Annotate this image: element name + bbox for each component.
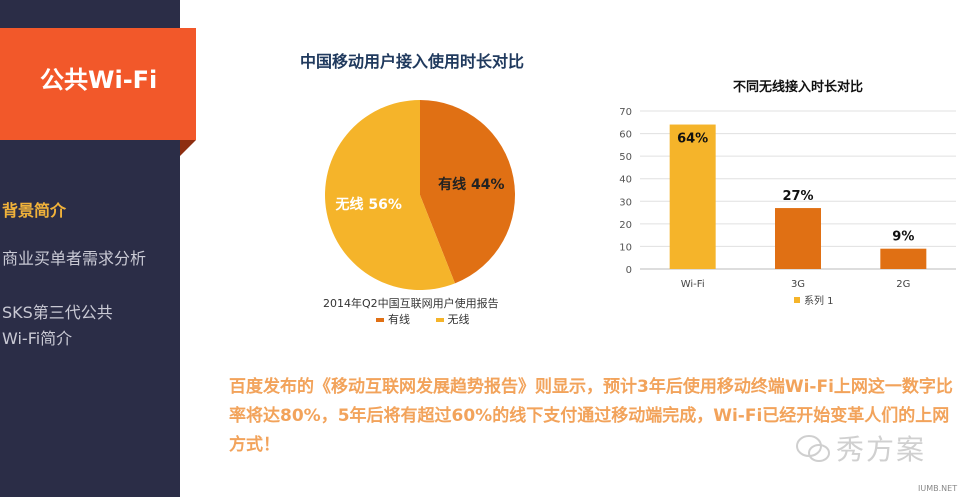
section-tab xyxy=(0,28,196,140)
pie-slice-0 xyxy=(420,100,516,284)
section-tab-fold xyxy=(180,140,196,156)
nav-item-sks-intro-label: SKS第三代公共 Wi-Fi简介 xyxy=(2,300,178,352)
pie-slice-1 xyxy=(325,100,455,290)
nav-item-line: Wi-Fi简介 xyxy=(2,329,73,348)
legend-swatch-wireless xyxy=(435,318,444,322)
legend-item-wireless: 无线 xyxy=(435,311,470,327)
site-mark: IUMB.NET xyxy=(918,484,958,493)
y-tick-label: 20 xyxy=(619,220,632,231)
legend-label-wireless: 无线 xyxy=(447,313,470,326)
nav-item-buyer-analysis[interactable]: 商业买单者需求分析 xyxy=(2,249,147,268)
bar-chart-title: 不同无线接入时长对比 xyxy=(733,80,864,95)
bar-0 xyxy=(669,124,716,270)
pie-data-label-1: 无线 56% xyxy=(334,196,401,213)
legend-swatch-wired xyxy=(376,318,384,322)
bar-chart: 0 10 20 30 40 50 60 70 64% Wi-Fi 27% 3G 9% 2G 系列 1 xyxy=(619,107,956,307)
y-tick-label: 40 xyxy=(619,175,632,186)
body-paragraph: 百度发布的《移动互联网发展趋势报告》则显示，预计3年后使用移动终端Wi-Fi上网… xyxy=(229,377,953,455)
legend-item-wired: 有线 xyxy=(376,311,410,327)
x-tick-label: 2G xyxy=(896,279,910,290)
legend-label-wired: 有线 xyxy=(388,313,410,326)
pie-chart: 有线 44% 无线 56% xyxy=(325,100,516,290)
legend-label-series-1: 系列 1 xyxy=(804,294,834,307)
bar-data-label-0: 64% xyxy=(677,132,708,147)
y-tick-label: 60 xyxy=(619,130,632,141)
pie-chart-legend: 有线 无线 xyxy=(376,311,492,327)
pie-data-label-0: 有线 44% xyxy=(438,176,504,193)
y-tick-label: 70 xyxy=(619,107,632,118)
nav-item-line: SKS第三代公共 xyxy=(2,303,113,322)
nav-item-background[interactable]: 背景简介 xyxy=(2,201,67,220)
x-tick-label: 3G xyxy=(791,279,805,290)
watermark: 秀方案 xyxy=(836,433,927,466)
bar-data-label-1: 27% xyxy=(782,189,813,204)
bar-1 xyxy=(775,208,821,269)
bar-2 xyxy=(880,248,927,269)
wechat-icon xyxy=(796,435,830,462)
y-tick-label: 50 xyxy=(619,152,632,163)
pie-chart-title: 中国移动用户接入使用时长对比 xyxy=(300,52,525,71)
y-tick-label: 0 xyxy=(626,265,632,276)
nav-item-sks-intro[interactable]: SKS第三代公共 Wi-Fi简介 xyxy=(2,300,178,352)
bar-data-label-2: 9% xyxy=(892,230,914,245)
x-tick-label: Wi-Fi xyxy=(681,279,705,290)
legend-swatch-series-1 xyxy=(794,297,800,303)
y-tick-label: 10 xyxy=(619,242,632,253)
section-title: 公共Wi-Fi xyxy=(40,66,158,94)
y-tick-label: 30 xyxy=(619,197,632,208)
pie-chart-caption: 2014年Q2中国互联网用户使用报告 xyxy=(323,297,499,310)
